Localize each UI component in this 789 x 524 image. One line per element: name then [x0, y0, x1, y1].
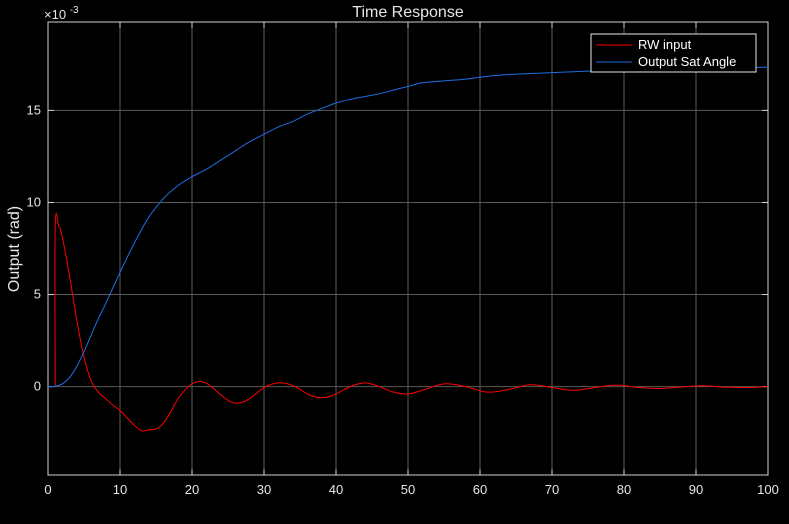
x-tick-label: 10 [113, 482, 127, 497]
y-tick-label: 0 [34, 379, 41, 394]
y-tick-label: 5 [34, 287, 41, 302]
chart-title: Time Response [352, 4, 464, 21]
x-tick-label: 50 [401, 482, 415, 497]
x-tick-label: 60 [473, 482, 487, 497]
legend[interactable]: RW input Output Sat Angle [590, 33, 757, 73]
series-line-rw-input [54, 212, 769, 432]
x-tick-label: 0 [44, 482, 51, 497]
x-tick-label: 30 [257, 482, 271, 497]
x-tick-label: 40 [329, 482, 343, 497]
legend-label-rw-input: RW input [638, 37, 692, 52]
x-tick-label: 80 [617, 482, 631, 497]
axis-ticks: 0 10 20 30 40 50 60 70 80 90 100 0 5 10 15 [27, 22, 779, 497]
x-tick-label: 20 [185, 482, 199, 497]
x-tick-label: 90 [689, 482, 703, 497]
legend-box [590, 33, 757, 73]
y-exponent-power: -3 [70, 5, 79, 16]
x-tick-label: 100 [757, 482, 779, 497]
y-axis-label: Output (rad) [6, 206, 23, 292]
y-exponent-label: ×10 -3 [44, 5, 79, 22]
y-tick-label: 15 [27, 102, 41, 117]
legend-label-output-sat-angle: Output Sat Angle [638, 54, 736, 69]
grid-lines [48, 22, 768, 475]
y-tick-label: 10 [27, 194, 41, 209]
y-exponent-base: ×10 [44, 7, 66, 22]
x-tick-label: 70 [545, 482, 559, 497]
